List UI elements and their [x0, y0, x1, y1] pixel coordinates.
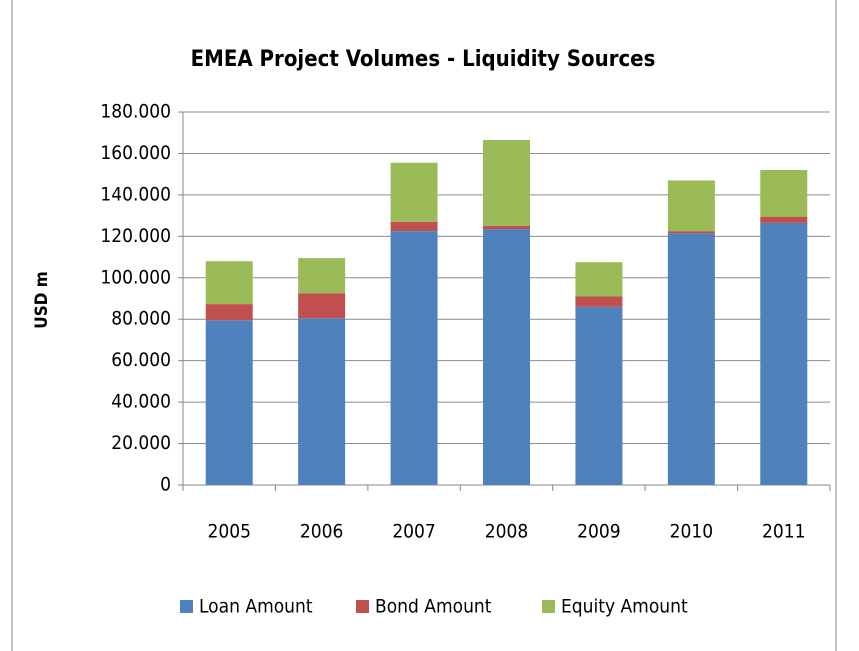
bar-segment [298, 293, 346, 319]
legend-label: Loan Amount [199, 596, 313, 618]
bar-segment [483, 229, 530, 485]
y-tick-label: 120.000 [100, 225, 171, 247]
bar-segment [760, 170, 808, 217]
y-tick-label: 20.000 [111, 432, 171, 454]
legend-swatch [356, 600, 369, 613]
y-tick-label: 180.000 [100, 101, 171, 123]
x-tick-label: 2011 [762, 521, 806, 543]
x-tick-label: 2008 [485, 521, 529, 543]
legend-swatch [180, 600, 193, 613]
bar-segment [667, 180, 715, 232]
x-tick-label: 2007 [392, 521, 436, 543]
bar-segment [483, 225, 530, 230]
bar-segment [390, 162, 438, 222]
bar-segment [575, 296, 623, 307]
bar-segment [390, 221, 438, 232]
y-tick-label: 40.000 [111, 391, 171, 413]
y-tick-label: 100.000 [100, 266, 171, 288]
legend-label: Bond Amount [375, 596, 492, 618]
bar-segment [760, 216, 808, 223]
bar-segment [298, 318, 346, 485]
y-tick-label: 60.000 [111, 349, 171, 371]
bar-segment [667, 233, 715, 485]
y-tick-label: 0 [160, 474, 171, 496]
legend-label: Equity Amount [561, 596, 688, 618]
x-tick-label: 2006 [300, 521, 344, 543]
y-tick-label: 140.000 [100, 183, 171, 205]
bar-segment [667, 231, 715, 234]
bar-segment [760, 222, 808, 485]
bar-segment [575, 306, 623, 485]
x-tick-label: 2009 [577, 521, 621, 543]
bar-segment [575, 262, 623, 297]
y-tick-label: 80.000 [111, 308, 171, 330]
y-axis-label: USD m [32, 271, 52, 328]
legend-swatch [542, 600, 555, 613]
bar-segment [298, 258, 346, 294]
bar-segment [205, 320, 253, 485]
y-tick-label: 160.000 [100, 142, 171, 164]
chart-title: EMEA Project Volumes - Liquidity Sources [191, 47, 656, 72]
bar-segment [390, 231, 438, 485]
bar-segment [205, 304, 253, 321]
bar-segment [205, 261, 253, 305]
x-tick-label: 2005 [207, 521, 251, 543]
x-tick-label: 2010 [670, 521, 714, 543]
bar-segment [483, 139, 530, 226]
